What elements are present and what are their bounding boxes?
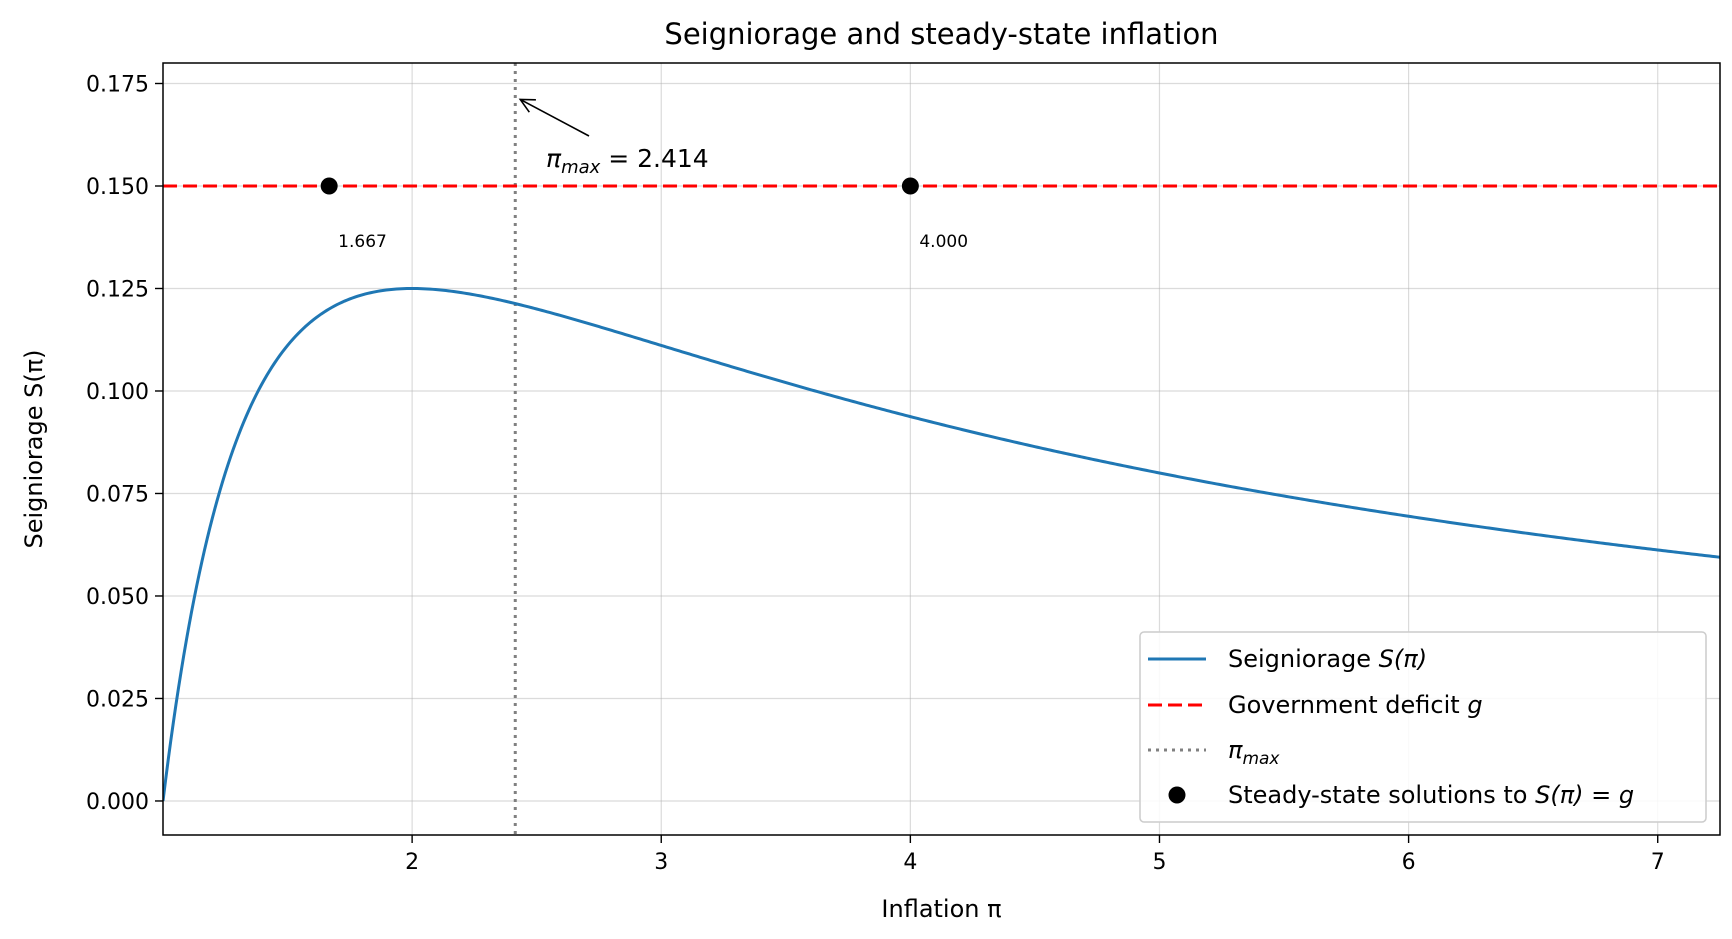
x-tick-label: 7 [1651,850,1665,875]
y-axis-label: Seigniorage S(π) [20,349,48,548]
x-tick-label: 4 [903,850,917,875]
plot-frame [162,62,1721,836]
y-tick-label: 0.000 [86,790,149,815]
x-tick-label: 3 [654,850,668,875]
legend-label-points: Steady-state solutions to S(π) = g [1228,781,1634,809]
y-tick-label: 0.150 [86,175,149,200]
annotation-arrow-shaft [519,98,590,137]
x-tick-label: 2 [405,850,419,875]
chart-title: Seigniorage and steady-state inflation [664,17,1218,51]
x-axis-ticks: 2 3 4 5 6 7 [405,835,1665,875]
y-tick-label: 0.050 [86,585,149,610]
x-axis-label: Inflation π [881,895,1001,923]
legend-label-pi-max: πmax [1228,736,1280,769]
y-tick-label: 0.025 [86,687,149,712]
legend: Seigniorage S(π) Government deficit g πmax… [1139,631,1707,823]
steady-state-point [901,177,919,195]
y-tick-label: 0.125 [86,277,149,302]
legend-handle-points [1168,786,1186,804]
plot-content [163,63,1720,835]
pi-max-annotation-text: πmax = 2.414 [546,144,709,178]
x-tick-label: 5 [1152,850,1166,875]
y-tick-label: 0.075 [86,482,149,507]
legend-label-seigniorage: Seigniorage S(π) [1228,645,1427,673]
y-tick-label: 0.100 [86,380,149,405]
seigniorage-curve [163,286,1720,802]
pi-max-annotation: πmax = 2.414 [518,98,709,178]
steady-state-point-labels: 1.667 4.000 [338,232,968,252]
y-axis-ticks: 0.000 0.025 0.050 0.075 0.100 0.125 0.150 0.175 [86,72,163,815]
annotation-arrow-head [518,98,536,113]
y-tick-label: 0.175 [86,72,149,97]
steady-state-point-label: 1.667 [338,232,387,252]
legend-label-deficit: Government deficit g [1228,691,1483,719]
steady-state-point [320,177,338,195]
legend-box [1139,631,1707,823]
x-tick-label: 6 [1402,850,1416,875]
steady-state-point-label: 4.000 [919,232,968,252]
